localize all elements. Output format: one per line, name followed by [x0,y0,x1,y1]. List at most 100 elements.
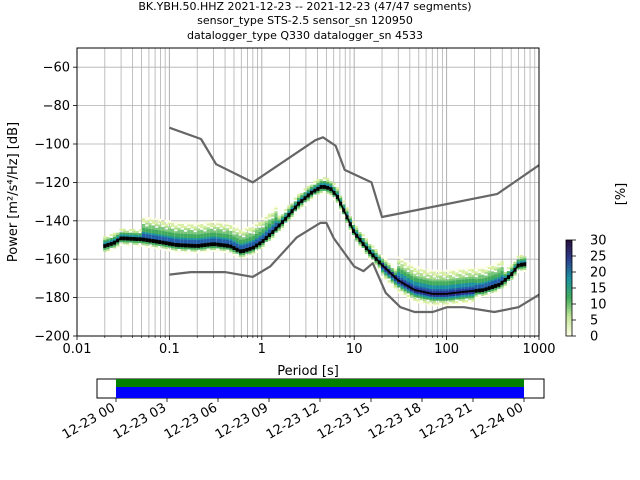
psd-cell [423,281,427,284]
psd-cell [219,244,223,247]
psd-cell [213,226,217,229]
psd-cell [319,192,323,195]
psd-cell [313,192,317,195]
psd-cell [490,273,494,276]
psd-cell [452,276,456,279]
psd-cell [284,214,288,217]
psd-cell [474,296,478,299]
psd-cell [326,181,330,184]
psd-cell [413,269,417,272]
psd-cell [213,249,217,252]
psd-cell [164,223,168,226]
psd-cell [242,244,246,248]
psd-cell [393,272,398,275]
psd-cell [229,246,233,249]
psd-cell [264,243,268,246]
psd-cell [180,225,184,228]
psd-cell [216,240,220,243]
psd-cell [267,231,272,234]
psd-cell [400,287,404,290]
psd-cell [351,236,356,239]
psd-cell [390,277,394,280]
psd-cell [364,238,368,241]
psd-cell [397,283,401,286]
psd-cell [151,227,155,230]
psd-cell [225,241,230,244]
psd-cell [209,236,213,239]
psd-cell [151,242,155,245]
psd-cell [122,242,126,245]
psd-cell [193,247,197,250]
psd-cell [238,239,243,242]
psd-cell [145,234,149,237]
psd-cell [410,293,414,296]
psd-cell [300,196,304,200]
plot-frame [76,47,540,337]
psd-cell [313,196,317,199]
psd-cell [381,270,385,273]
psd-cell [213,242,217,245]
psd-cell [261,236,265,240]
psd-cell [381,268,385,271]
psd-cell [216,230,220,234]
psd-cell [161,238,165,241]
psd-cell [494,279,498,283]
psd-cell [129,244,133,247]
psd-cell [490,267,494,270]
psd-cell [184,227,188,231]
psd-cell [461,271,465,274]
psd-cell [193,243,197,246]
psd-cell [203,244,207,247]
psd-cell [222,239,226,242]
psd-cell [445,294,449,297]
psd-cell [371,260,375,264]
psd-cell [125,238,129,241]
psd-cell [255,237,259,240]
psd-cell [442,294,446,297]
psd-cell [484,287,488,290]
psd-cell [245,249,249,252]
psd-cell [513,265,517,268]
psd-cell [206,250,210,253]
psd-cell [481,291,485,295]
psd-cell [413,281,417,284]
psd-cell [177,246,181,249]
psd-cell [506,271,511,274]
psd-cell [216,229,220,232]
psd-cell [174,221,178,224]
psd-cell [232,249,236,252]
psd-cell [387,274,391,277]
psd-cell [435,288,440,292]
psd-cell [403,273,407,276]
psd-cell [387,262,391,266]
psd-cell [513,261,517,264]
psd-cell [112,236,117,239]
psd-cell [258,231,262,234]
psd-cell [439,277,443,280]
psd-cell [481,284,485,287]
psd-cell [471,276,475,279]
psd-cell [232,230,236,233]
psd-cell [238,243,243,246]
psd-cell [503,281,507,284]
psd-cell [403,293,407,296]
psd-cell [206,227,210,230]
psd-cell [222,245,226,248]
psd-cell [251,251,255,254]
psd-cell [326,177,330,181]
psd-cell [219,233,223,236]
psd-cell [171,240,175,243]
psd-cell [203,250,207,253]
psd-cell [135,231,139,234]
psd-cell [235,239,239,243]
psd-cell [116,234,120,237]
psd-cell [413,267,417,271]
psd-cell [358,235,362,238]
psd-cell [322,181,326,184]
psd-cell [297,207,301,210]
psd-cell [484,266,488,269]
psd-cell [465,280,469,284]
psd-cell [319,188,323,191]
psd-cell [229,240,233,243]
psd-cell [448,303,452,306]
